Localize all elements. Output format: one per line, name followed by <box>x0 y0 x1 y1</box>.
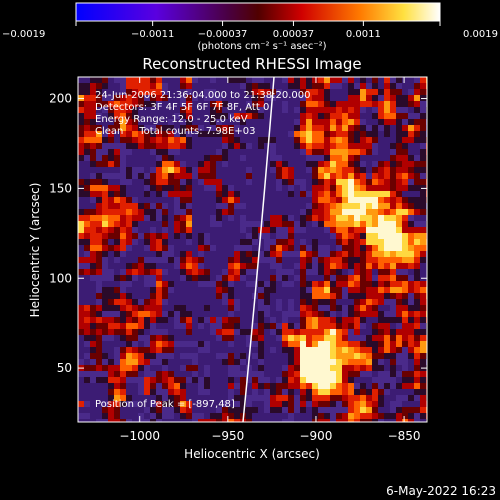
colorbar <box>75 2 441 22</box>
annotation-energy-range: Energy Range: 12.0 - 25.0 keV <box>95 114 248 125</box>
peak-position-label: Position of Peak = [-897,48] <box>95 399 235 410</box>
heatmap-image <box>78 77 427 422</box>
y-axis-label: Heliocentric Y (arcsec) <box>28 183 42 318</box>
x-axis-label: Heliocentric X (arcsec) <box>184 447 320 461</box>
y-tick-label: 100 <box>49 271 72 285</box>
x-tick-label: −1000 <box>119 429 160 443</box>
y-tick-label: 200 <box>49 92 72 106</box>
y-tick-label: 50 <box>57 361 72 375</box>
colorbar-tick-label: 0.0019 <box>463 29 498 40</box>
colorbar-tick-label: −0.0011 <box>131 29 174 40</box>
x-tick-label: −850 <box>388 429 421 443</box>
colorbar-tick-label: 0.0011 <box>346 29 381 40</box>
x-tick-label: −950 <box>211 429 244 443</box>
colorbar-tick-label: 0.00037 <box>273 29 314 40</box>
annotation-total-counts: Clean Total counts: 7.98E+03 <box>95 126 255 137</box>
y-tick-label: 150 <box>49 181 72 195</box>
colorbar-tick-label: −0.0019 <box>2 29 45 40</box>
x-axis: −1000 −950 −900 −850 <box>119 77 421 443</box>
colorbar-unit-label: (photons cm⁻² s⁻¹ asec⁻²) <box>197 41 326 52</box>
colorbar-axis: −0.0019 −0.0011 −0.00037 0.00037 0.0011 0.001… <box>2 21 498 40</box>
annotation-time-range: 24-Jun-2006 21:36:04.000 to 21:38:20.000 <box>95 90 311 101</box>
colorbar-tick-label: −0.00037 <box>198 29 248 40</box>
y-axis: 50 100 150 200 <box>49 92 427 375</box>
annotation-detectors: Detectors: 3F 4F 5F 6F 7F 8F, Att 0 <box>95 102 269 113</box>
solar-limb <box>242 77 275 422</box>
chart-title: Reconstructed RHESSI Image <box>142 55 361 73</box>
footer-date: 6-May-2022 16:23 <box>386 484 496 498</box>
x-tick-label: −900 <box>299 429 332 443</box>
plot-frame <box>77 76 428 423</box>
